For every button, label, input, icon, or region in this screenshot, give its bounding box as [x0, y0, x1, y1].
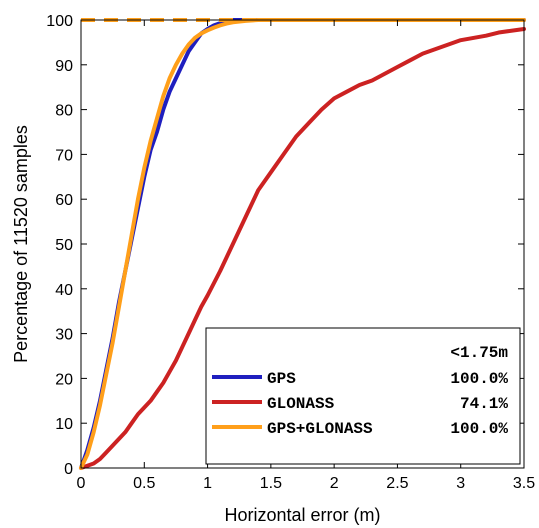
y-tick-label: 0: [64, 461, 73, 478]
legend-label-glonass: GLONASS: [267, 395, 335, 413]
y-tick-label: 50: [55, 237, 73, 254]
y-tick-label: 80: [55, 103, 73, 120]
y-tick-label: 30: [55, 327, 73, 344]
legend-value-glonass: 74.1%: [460, 395, 508, 413]
legend-label-gps-glonass: GPS+GLONASS: [267, 420, 373, 438]
legend-header: <1.75m: [450, 344, 508, 362]
legend-box: [205, 327, 521, 465]
x-axis-label: Horizontal error (m): [224, 505, 380, 525]
y-tick-label: 10: [55, 416, 73, 433]
legend: <1.75m GPS 100.0% GLONASS 74.1% GPS+GLONASS 1…: [205, 327, 521, 465]
legend-label-gps: GPS: [267, 370, 296, 388]
x-tick-label: 2.5: [386, 475, 408, 492]
x-tick-label: 3: [456, 475, 465, 492]
y-axis-label: Percentage of 11520 samples: [11, 125, 31, 363]
y-tick-label: 90: [55, 58, 73, 75]
tick-layer: 0 0.5 1 1.5 2 2.5 3 3.5 0 10 20 30 40 50 60 70 80 90 100: [46, 13, 535, 492]
x-tick-label: 0: [77, 475, 86, 492]
x-tick-label: 1: [203, 475, 212, 492]
y-tick-label: 60: [55, 192, 73, 209]
x-tick-label: 2: [330, 475, 339, 492]
x-tick-label: 3.5: [513, 475, 535, 492]
x-tick-label: 0.5: [133, 475, 155, 492]
legend-value-gps-glonass: 100.0%: [450, 420, 508, 438]
legend-rows: GPS 100.0% GLONASS 74.1% GPS+GLONASS 100.0%: [212, 370, 508, 438]
legend-value-gps: 100.0%: [450, 370, 508, 388]
y-tick-label: 70: [55, 147, 73, 164]
x-tick-label: 1.5: [260, 475, 282, 492]
series-line-glonass: [79, 26, 526, 470]
y-tick-label: 100: [46, 13, 73, 30]
y-tick-label: 20: [55, 371, 73, 388]
y-tick-label: 40: [55, 282, 73, 299]
